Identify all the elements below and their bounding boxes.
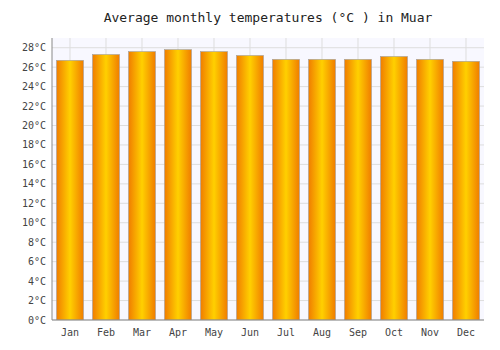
y-grid-line <box>52 47 484 48</box>
bar <box>93 55 120 320</box>
x-tick-label: Aug <box>313 327 331 338</box>
bar <box>57 60 84 320</box>
x-tick-label: May <box>205 327 223 338</box>
x-tick-label: Jun <box>241 327 259 338</box>
y-tick-label: 26°C <box>22 62 46 73</box>
chart: 0°C 2°C 4°C 6°C 8°C 10°C 12°C 14°C 16°C 18°C 20°C 2… <box>0 0 500 350</box>
bar <box>237 56 264 320</box>
y-tick-label: 18°C <box>22 139 46 150</box>
x-tick-label: Apr <box>169 327 187 338</box>
x-tick-label: Jul <box>277 327 295 338</box>
y-grid-line <box>52 320 484 321</box>
bar <box>345 59 372 320</box>
y-tick-label: 6°C <box>28 256 46 267</box>
x-axis-line <box>52 320 484 321</box>
x-tick-label: Feb <box>97 327 115 338</box>
y-tick-label: 16°C <box>22 159 46 170</box>
x-tick-label: Nov <box>421 327 439 338</box>
y-tick-label: 8°C <box>28 237 46 248</box>
y-tick-label: 0°C <box>28 315 46 326</box>
y-tick-label: 4°C <box>28 276 46 287</box>
x-tick-label: Oct <box>385 327 403 338</box>
grid <box>52 38 484 320</box>
bar <box>129 52 156 320</box>
bar <box>201 52 228 320</box>
y-tick-label: 2°C <box>28 295 46 306</box>
y-tick-label: 10°C <box>22 217 46 228</box>
bar <box>453 61 480 320</box>
bar <box>381 56 408 320</box>
y-tick-label: 14°C <box>22 178 46 189</box>
y-tick-label: 20°C <box>22 120 46 131</box>
bar <box>309 59 336 320</box>
x-tick-label: Dec <box>457 327 475 338</box>
y-tick-label: 24°C <box>22 81 46 92</box>
bars <box>57 50 480 320</box>
bar <box>273 59 300 320</box>
y-tick-label: 12°C <box>22 198 46 209</box>
y-axis-line <box>52 38 53 320</box>
x-tick-label: Mar <box>133 327 151 338</box>
y-tick-label: 22°C <box>22 101 46 112</box>
title: Average monthly temperatures (°C ) in Mu… <box>104 10 433 25</box>
axes: 0°C 2°C 4°C 6°C 8°C 10°C 12°C 14°C 16°C 18°C 20°C 2… <box>22 42 475 338</box>
plot-background <box>52 38 484 320</box>
bar <box>417 59 444 320</box>
x-tick-label: Jan <box>61 327 79 338</box>
y-tick-label: 28°C <box>22 42 46 53</box>
bar <box>165 50 192 320</box>
x-tick-label: Sep <box>349 327 367 338</box>
